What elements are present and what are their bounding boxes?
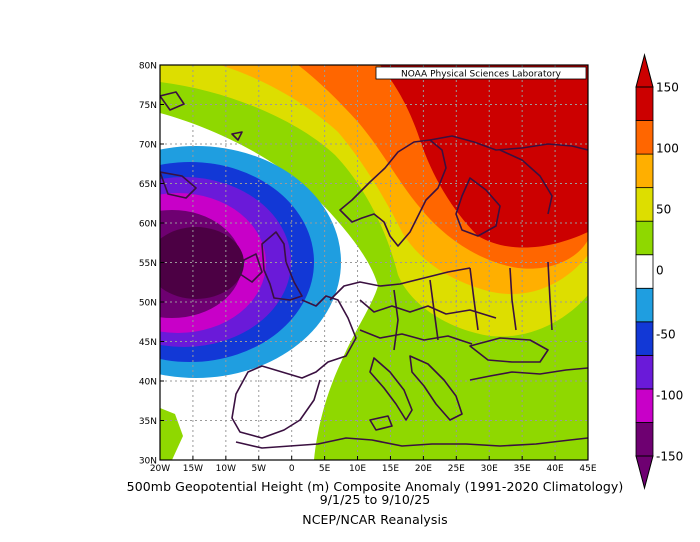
colorbar-tick-label: -150	[656, 450, 683, 464]
coast-turkey-blacksea	[469, 337, 588, 381]
lon-label: 45E	[579, 464, 596, 474]
lat-label: 30N	[139, 457, 157, 467]
lon-label: 5W	[251, 464, 266, 474]
lat-label: 80N	[139, 62, 157, 72]
graticule	[160, 65, 588, 460]
credit-text: NOAA Physical Sciences Laboratory	[401, 70, 562, 80]
caption-source: NCEP/NCAR Reanalysis	[302, 512, 448, 527]
colorbar-segment	[635, 422, 654, 457]
lon-label: 30E	[481, 464, 498, 474]
caption-dates: 9/1/25 to 9/10/25	[319, 492, 431, 507]
anomaly-map	[160, 65, 588, 460]
colorbar-segment	[635, 153, 654, 189]
colorbar-segment	[635, 86, 654, 121]
colorbar-tick-label: 150	[656, 81, 679, 95]
borders-central-europe	[359, 261, 553, 351]
coast-iceland-greenland	[160, 91, 243, 199]
colorbar-segment	[635, 120, 654, 155]
lat-label: 70N	[139, 141, 157, 151]
coast-north-africa	[235, 437, 588, 449]
colorbar-segment	[635, 354, 654, 390]
colorbar-arrow-top	[635, 53, 654, 88]
lat-label: 60N	[139, 220, 157, 230]
lat-label: 45N	[139, 338, 157, 348]
coast-france-iberia	[231, 295, 357, 439]
credit-box: NOAA Physical Sciences Laboratory	[375, 66, 587, 80]
lat-label: 50N	[139, 299, 157, 309]
colorbar-tick-label: -50	[656, 328, 676, 342]
latitude-labels: 30N 35N 40N 45N 50N 55N 60N 65N 70N 75N 80N	[139, 62, 164, 467]
lon-label: 0	[289, 464, 295, 474]
coast-kola	[499, 149, 553, 215]
lat-label: 75N	[139, 101, 157, 111]
colorbar-tick-labels: 150 100 50 0 -50 -100 -150	[656, 81, 683, 464]
lon-label: 20W	[150, 464, 170, 474]
colorbar-segment	[635, 254, 654, 289]
coast-scandinavia	[339, 139, 447, 247]
coast-britain	[239, 231, 303, 301]
colorbar-tick-label: 0	[656, 264, 664, 278]
lon-label: 10E	[349, 464, 366, 474]
lon-label: 20E	[415, 464, 432, 474]
lat-label: 65N	[139, 180, 157, 190]
colorbar-arrow-bottom	[635, 455, 654, 490]
lon-label: 5E	[319, 464, 331, 474]
colorbar-segment	[635, 187, 654, 222]
lat-label: 40N	[139, 378, 157, 388]
caption-title: 500mb Geopotential Height (m) Composite …	[126, 479, 624, 494]
coastlines	[160, 91, 588, 449]
contour-band-above-200	[380, 65, 588, 248]
colorbar-tick-label: 50	[656, 203, 671, 217]
coast-europe-north	[329, 267, 471, 301]
lat-label: 35N	[139, 417, 157, 427]
lat-label: 55N	[139, 259, 157, 269]
colorbar-tick-label: 100	[656, 142, 679, 156]
colorbar	[635, 53, 654, 490]
colorbar-segment	[635, 220, 654, 256]
coast-finland-russia	[429, 135, 588, 237]
colorbar-tick-label: -100	[656, 389, 683, 403]
colorbar-segment	[635, 321, 654, 356]
lon-label: 15E	[382, 464, 399, 474]
lon-label: 25E	[448, 464, 465, 474]
lon-label: 40E	[547, 464, 564, 474]
colorbar-segment	[635, 287, 654, 323]
lon-label: 35E	[514, 464, 531, 474]
coast-balkans-greece	[409, 355, 463, 421]
lon-label: 10W	[216, 464, 236, 474]
colorbar-segment	[635, 388, 654, 423]
coast-italy	[369, 357, 413, 431]
lon-label: 15W	[183, 464, 203, 474]
longitude-labels: 20W 15W 10W 5W 0 5E 10E 15E 20E 25E 30E 35E 40E 45E	[150, 456, 597, 474]
